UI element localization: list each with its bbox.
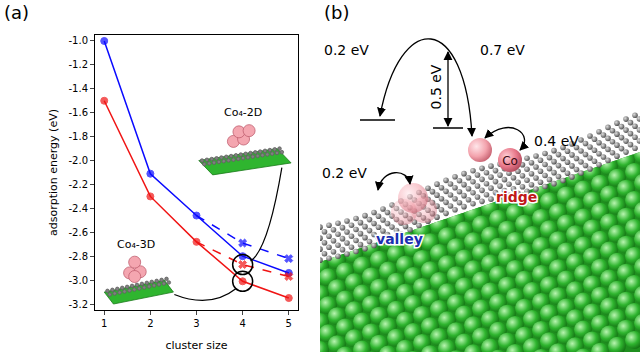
- html-text:(a): (a): [4, 2, 30, 23]
- svg-text:-1.8: -1.8: [68, 131, 88, 142]
- svg-text:adsorption energy (eV): adsorption energy (eV): [47, 109, 60, 236]
- svg-text:-2.0: -2.0: [68, 155, 88, 166]
- svg-text:Co₄-2D: Co₄-2D: [224, 106, 262, 119]
- svg-text:-2.2: -2.2: [68, 179, 88, 190]
- svg-text:4: 4: [239, 318, 245, 329]
- svg-text:valley: valley: [376, 231, 423, 247]
- svg-text:-3.0: -3.0: [68, 275, 88, 286]
- svg-text:-1.2: -1.2: [68, 59, 88, 70]
- svg-text:-2.6: -2.6: [68, 227, 88, 238]
- svg-text:cluster size: cluster size: [165, 339, 227, 352]
- svg-text:-1.6: -1.6: [68, 107, 88, 118]
- svg-text:-1.0: -1.0: [68, 35, 88, 46]
- svg-text:-2.8: -2.8: [68, 251, 88, 262]
- svg-text:0.5 eV: 0.5 eV: [428, 64, 444, 109]
- svg-text:2: 2: [147, 318, 153, 329]
- svg-text:3: 3: [193, 318, 199, 329]
- svg-text:0.2 eV: 0.2 eV: [322, 165, 367, 181]
- svg-text:-3.2: -3.2: [68, 299, 88, 310]
- svg-text:0.2 eV: 0.2 eV: [324, 42, 369, 58]
- svg-text:ridge: ridge: [496, 189, 537, 205]
- svg-text:0.4 eV: 0.4 eV: [534, 133, 579, 149]
- svg-text:-1.4: -1.4: [68, 83, 88, 94]
- svg-text:1: 1: [101, 318, 107, 329]
- svg-text:-2.4: -2.4: [68, 203, 88, 214]
- svg-text:0.7 eV: 0.7 eV: [480, 42, 525, 58]
- svg-text:Co₄-3D: Co₄-3D: [117, 238, 155, 251]
- svg-text:Co: Co: [502, 154, 518, 168]
- svg-text:5: 5: [286, 318, 292, 329]
- html-text:(b): (b): [324, 2, 350, 23]
